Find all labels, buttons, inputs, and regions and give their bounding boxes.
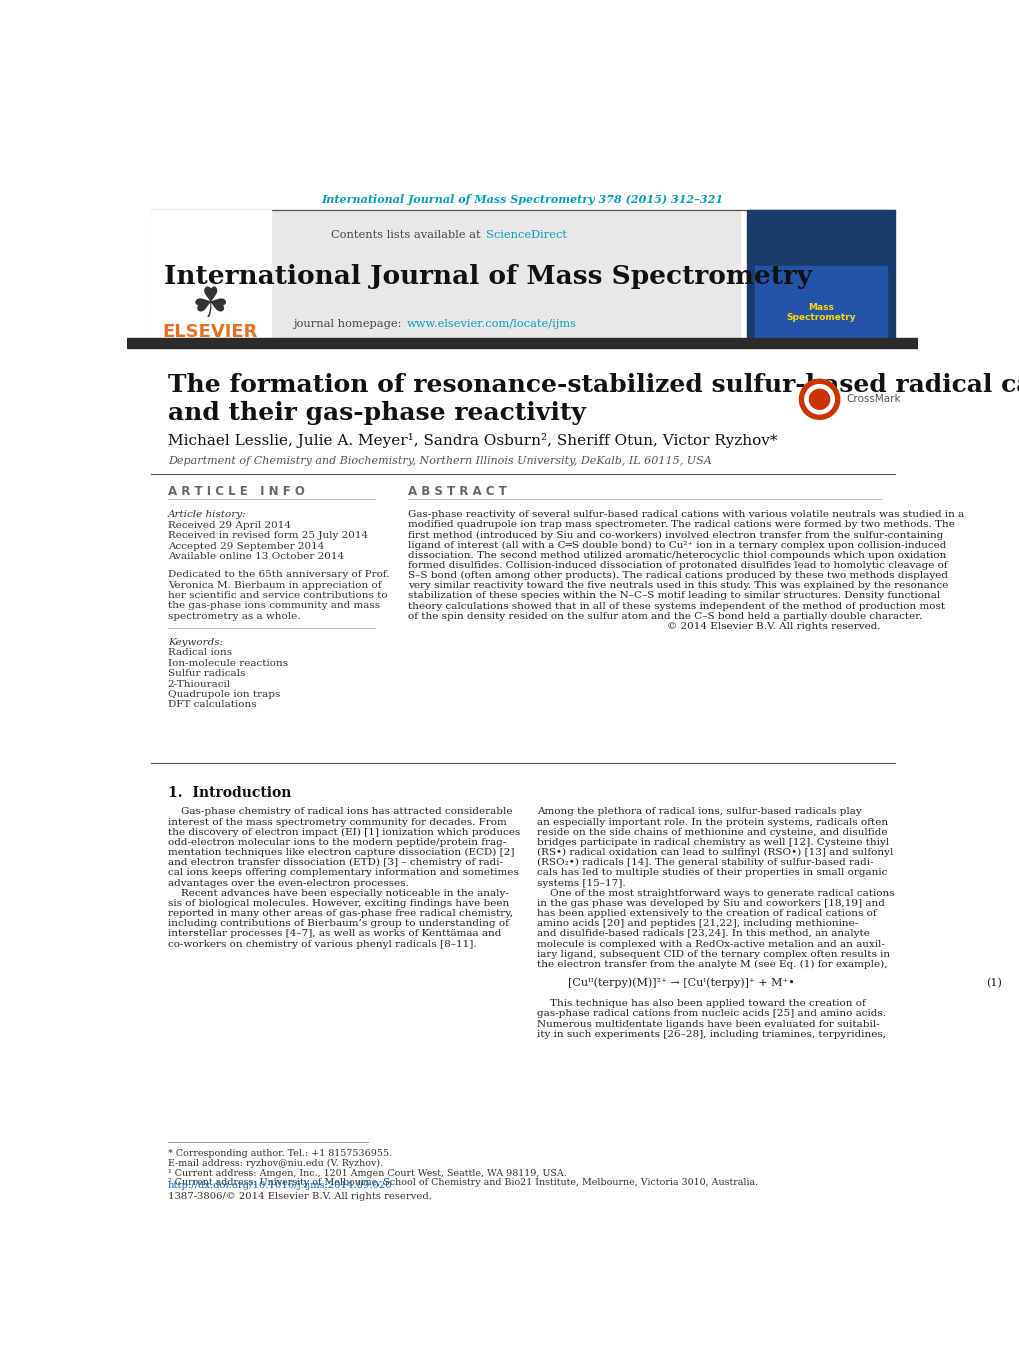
Text: Mass
Spectrometry: Mass Spectrometry (786, 303, 855, 322)
Text: Accepted 29 September 2014: Accepted 29 September 2014 (168, 542, 324, 551)
Text: ² Current address: University of Melbourne, School of Chemistry and Bio21 Instit: ² Current address: University of Melbour… (168, 1178, 757, 1188)
Text: 1387-3806/© 2014 Elsevier B.V. All rights reserved.: 1387-3806/© 2014 Elsevier B.V. All right… (168, 1192, 431, 1201)
Text: E-mail address: ryzhov@niu.edu (V. Ryzhov).: E-mail address: ryzhov@niu.edu (V. Ryzho… (168, 1159, 382, 1169)
Circle shape (804, 385, 834, 413)
Text: ity in such experiments [26–28], including triamines, terpyridines,: ity in such experiments [26–28], includi… (536, 1029, 884, 1039)
Text: in the gas phase was developed by Siu and coworkers [18,19] and: in the gas phase was developed by Siu an… (536, 898, 883, 908)
Text: ☘: ☘ (192, 284, 229, 326)
Text: [Cuᴵᴵ(terpy)(M)]²⁺ → [Cuᴵ(terpy)]⁺ + M⁺•: [Cuᴵᴵ(terpy)(M)]²⁺ → [Cuᴵ(terpy)]⁺ + M⁺• (568, 978, 794, 989)
Text: mentation techniques like electron capture dissociation (ECD) [2]: mentation techniques like electron captu… (168, 848, 514, 857)
Text: of the spin density resided on the sulfur atom and the C–S bond held a partially: of the spin density resided on the sulfu… (408, 612, 921, 621)
Text: interest of the mass spectrometry community for decades. From: interest of the mass spectrometry commun… (168, 817, 506, 827)
Text: ¹ Current address: Amgen, Inc., 1201 Amgen Court West, Seattle, WA 98119, USA.: ¹ Current address: Amgen, Inc., 1201 Amg… (168, 1169, 566, 1178)
Text: reported in many other areas of gas-phase free radical chemistry,: reported in many other areas of gas-phas… (168, 909, 513, 919)
Text: spectrometry as a whole.: spectrometry as a whole. (168, 612, 300, 621)
Text: Department of Chemistry and Biochemistry, Northern Illinois University, DeKalb, : Department of Chemistry and Biochemistry… (168, 455, 711, 466)
Text: sis of biological molecules. However, exciting findings have been: sis of biological molecules. However, ex… (168, 898, 508, 908)
Bar (151, 209, 739, 347)
Text: Available online 13 October 2014: Available online 13 October 2014 (168, 553, 343, 561)
Text: stabilization of these species within the N–C–S motif leading to similar structu: stabilization of these species within th… (408, 592, 940, 600)
Text: ligand of interest (all with a C═S double bond) to Cu²⁺ ion in a ternary complex: ligand of interest (all with a C═S doubl… (408, 540, 946, 550)
Text: S–S bond (often among other products). The radical cations produced by these two: S–S bond (often among other products). T… (408, 571, 947, 581)
Text: first method (introduced by Siu and co-workers) involved electron transfer from : first method (introduced by Siu and co-w… (408, 531, 943, 539)
Text: 1.  Introduction: 1. Introduction (168, 786, 290, 800)
Bar (127, 339, 917, 349)
Text: formed disulfides. Collision-induced dissociation of protonated disulfides lead : formed disulfides. Collision-induced dis… (408, 561, 947, 570)
Circle shape (799, 380, 839, 419)
Text: Gas-phase chemistry of radical ions has attracted considerable: Gas-phase chemistry of radical ions has … (168, 808, 512, 816)
Text: theory calculations showed that in all of these systems independent of the metho: theory calculations showed that in all o… (408, 601, 945, 611)
Text: Recent advances have been especially noticeable in the analy-: Recent advances have been especially not… (168, 889, 508, 897)
Text: Numerous multidentate ligands have been evaluated for suitabil-: Numerous multidentate ligands have been … (536, 1020, 878, 1028)
Text: bridges participate in radical chemistry as well [12]. Cysteine thiyl: bridges participate in radical chemistry… (536, 838, 889, 847)
Text: Contents lists available at: Contents lists available at (330, 230, 484, 240)
Text: dissociation. The second method utilized aromatic/heterocyclic thiol compounds w: dissociation. The second method utilized… (408, 551, 946, 559)
Text: * Corresponding author. Tel.: +1 8157536955.: * Corresponding author. Tel.: +1 8157536… (168, 1150, 391, 1158)
Text: Received 29 April 2014: Received 29 April 2014 (168, 521, 290, 530)
Text: the electron transfer from the analyte M (see Eq. (1) for example),: the electron transfer from the analyte M… (536, 959, 887, 969)
Text: very similar reactivity toward the five neutrals used in this study. This was ex: very similar reactivity toward the five … (408, 581, 948, 590)
Text: cal ions keeps offering complementary information and sometimes: cal ions keeps offering complementary in… (168, 869, 518, 877)
Text: Dedicated to the 65th anniversary of Prof.: Dedicated to the 65th anniversary of Pro… (168, 570, 389, 580)
Text: molecule is complexed with a RedOx-active metalion and an auxil-: molecule is complexed with a RedOx-activ… (536, 939, 883, 948)
Text: cals has led to multiple studies of their properties in small organic: cals has led to multiple studies of thei… (536, 869, 887, 877)
Bar (151, 209, 271, 347)
Text: Michael Lesslie, Julie A. Meyer¹, Sandra Osburn², Sheriff Otun, Victor Ryzhov*: Michael Lesslie, Julie A. Meyer¹, Sandra… (168, 434, 776, 449)
Text: the gas-phase ions community and mass: the gas-phase ions community and mass (168, 601, 379, 611)
Text: amino acids [20] and peptides [21,22], including methionine-: amino acids [20] and peptides [21,22], i… (536, 919, 857, 928)
Text: International Journal of Mass Spectrometry: International Journal of Mass Spectromet… (164, 263, 811, 289)
Text: This technique has also been applied toward the creation of: This technique has also been applied tow… (536, 1000, 864, 1008)
Text: (1): (1) (984, 978, 1001, 988)
Circle shape (809, 389, 828, 409)
Text: Quadrupole ion traps: Quadrupole ion traps (168, 690, 280, 698)
Text: http://dx.doi.org/10.1016/j.ijms.2014.09.020: http://dx.doi.org/10.1016/j.ijms.2014.09… (168, 1181, 392, 1190)
Text: including contributions of Bierbaum’s group to understanding of: including contributions of Bierbaum’s gr… (168, 919, 508, 928)
Text: systems [15–17].: systems [15–17]. (536, 878, 625, 888)
Text: © 2014 Elsevier B.V. All rights reserved.: © 2014 Elsevier B.V. All rights reserved… (666, 621, 880, 631)
Text: International Journal of Mass Spectrometry 378 (2015) 312–321: International Journal of Mass Spectromet… (321, 193, 723, 204)
Text: gas-phase radical cations from nucleic acids [25] and amino acids.: gas-phase radical cations from nucleic a… (536, 1009, 884, 1019)
Text: Gas-phase reactivity of several sulfur-based radical cations with various volati: Gas-phase reactivity of several sulfur-b… (408, 511, 963, 519)
Text: A R T I C L E   I N F O: A R T I C L E I N F O (168, 485, 305, 499)
Bar (747, 209, 894, 347)
Text: (RS•) radical oxidation can lead to sulfinyl (RSO•) [13] and sulfonyl: (RS•) radical oxidation can lead to sulf… (536, 848, 893, 857)
Text: Radical ions: Radical ions (168, 648, 231, 658)
Text: her scientific and service contributions to: her scientific and service contributions… (168, 590, 387, 600)
Text: and their gas-phase reactivity: and their gas-phase reactivity (168, 401, 585, 426)
Text: The formation of resonance-stabilized sulfur-based radical cations: The formation of resonance-stabilized su… (168, 373, 1019, 397)
Text: DFT calculations: DFT calculations (168, 700, 256, 709)
Text: CrossMark: CrossMark (846, 394, 901, 404)
Text: One of the most straightforward ways to generate radical cations: One of the most straightforward ways to … (536, 889, 894, 897)
Text: reside on the side chains of methionine and cysteine, and disulfide: reside on the side chains of methionine … (536, 828, 887, 836)
Text: interstellar processes [4–7], as well as works of Kenttämaa and: interstellar processes [4–7], as well as… (168, 929, 500, 939)
Text: an especially important role. In the protein systems, radicals often: an especially important role. In the pro… (536, 817, 887, 827)
Text: journal homepage:: journal homepage: (292, 319, 405, 328)
Text: co-workers on chemistry of various phenyl radicals [8–11].: co-workers on chemistry of various pheny… (168, 939, 476, 948)
Text: odd-electron molecular ions to the modern peptide/protein frag-: odd-electron molecular ions to the moder… (168, 838, 505, 847)
Text: modified quadrupole ion trap mass spectrometer. The radical cations were formed : modified quadrupole ion trap mass spectr… (408, 520, 954, 530)
Text: and disulfide-based radicals [23,24]. In this method, an analyte: and disulfide-based radicals [23,24]. In… (536, 929, 869, 939)
Text: iary ligand, subsequent CID of the ternary complex often results in: iary ligand, subsequent CID of the terna… (536, 950, 889, 959)
Text: Article history:: Article history: (168, 511, 247, 519)
Text: 2-Thiouracil: 2-Thiouracil (168, 680, 230, 689)
Bar (754, 266, 887, 343)
Text: Received in revised form 25 July 2014: Received in revised form 25 July 2014 (168, 531, 368, 540)
Text: advantages over the even-electron processes.: advantages over the even-electron proces… (168, 878, 409, 888)
Text: ScienceDirect: ScienceDirect (485, 230, 566, 240)
Text: Sulfur radicals: Sulfur radicals (168, 669, 245, 678)
Text: A B S T R A C T: A B S T R A C T (408, 485, 506, 499)
Text: the discovery of electron impact (EI) [1] ionization which produces: the discovery of electron impact (EI) [1… (168, 828, 520, 836)
Text: Ion-molecule reactions: Ion-molecule reactions (168, 659, 287, 667)
Text: Veronica M. Bierbaum in appreciation of: Veronica M. Bierbaum in appreciation of (168, 581, 381, 589)
Text: has been applied extensively to the creation of radical cations of: has been applied extensively to the crea… (536, 909, 875, 919)
Text: Keywords:: Keywords: (168, 638, 223, 647)
Text: (RSO₂•) radicals [14]. The general stability of sulfur-based radi-: (RSO₂•) radicals [14]. The general stabi… (536, 858, 872, 867)
Text: Among the plethora of radical ions, sulfur-based radicals play: Among the plethora of radical ions, sulf… (536, 808, 861, 816)
Text: www.elsevier.com/locate/ijms: www.elsevier.com/locate/ijms (407, 319, 576, 328)
Text: ELSEVIER: ELSEVIER (163, 323, 258, 340)
Text: and electron transfer dissociation (ETD) [3] – chemistry of radi-: and electron transfer dissociation (ETD)… (168, 858, 502, 867)
